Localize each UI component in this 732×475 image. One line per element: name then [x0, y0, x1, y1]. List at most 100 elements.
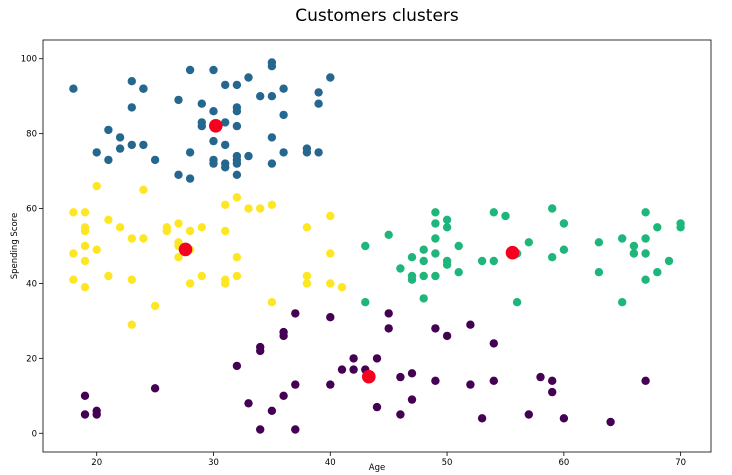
data-point [232, 271, 242, 281]
data-point [174, 95, 183, 105]
x-axis: 20 30 40 50 60 70 [91, 452, 686, 468]
data-point [407, 369, 417, 378]
data-point [302, 223, 312, 232]
y-tick-label: 100 [21, 55, 37, 65]
data-point [442, 223, 452, 232]
data-point [454, 268, 463, 277]
data-point [221, 80, 230, 90]
centroid-point [209, 119, 223, 133]
data-point [127, 77, 136, 86]
data-point [361, 241, 370, 251]
data-point [314, 99, 323, 108]
data-point [548, 376, 557, 385]
x-tick-label: 30 [208, 458, 219, 468]
data-point [326, 211, 335, 221]
data-point [174, 170, 183, 179]
data-point [162, 226, 171, 236]
data-point [419, 294, 428, 303]
centroid-point [178, 242, 193, 257]
data-point [641, 208, 650, 217]
data-point [127, 234, 136, 243]
data-point [326, 279, 335, 288]
data-point [80, 226, 90, 236]
data-point [279, 84, 288, 93]
data-point [454, 241, 463, 251]
data-point [80, 208, 90, 217]
x-tick-label: 20 [91, 458, 102, 468]
data-point [396, 410, 405, 419]
data-point [92, 245, 101, 254]
data-point [442, 215, 452, 224]
data-point [641, 249, 650, 258]
data-point [197, 121, 206, 131]
data-point [279, 391, 288, 400]
data-point [232, 193, 242, 202]
data-point [185, 148, 195, 157]
data-point [431, 219, 440, 228]
data-point [244, 204, 253, 213]
data-point [407, 395, 417, 404]
data-point [302, 279, 312, 288]
data-point [104, 215, 113, 224]
data-point [221, 279, 230, 288]
data-point [641, 275, 650, 284]
data-point [419, 271, 428, 281]
data-point [431, 208, 440, 217]
data-point [384, 324, 393, 333]
data-point [291, 380, 300, 389]
data-point [396, 264, 405, 273]
data-point [209, 107, 218, 116]
data-point [232, 361, 242, 371]
data-point [291, 425, 300, 434]
data-point [267, 298, 277, 307]
data-point [232, 107, 242, 116]
data-point [92, 410, 101, 419]
data-point [407, 275, 417, 284]
data-point [372, 402, 382, 412]
data-point [139, 185, 148, 194]
data-point [115, 223, 125, 232]
data-point [80, 391, 90, 400]
data-point [501, 211, 510, 221]
data-point [489, 208, 498, 217]
data-point [185, 279, 195, 288]
data-point [209, 136, 218, 146]
data-point [92, 148, 101, 157]
data-point [279, 110, 288, 120]
data-point [431, 271, 440, 281]
data-point [384, 230, 393, 239]
data-point [349, 354, 358, 363]
data-point [291, 309, 300, 318]
data-point [489, 376, 498, 385]
data-point [419, 245, 428, 254]
data-point [80, 256, 90, 266]
data-point [477, 414, 487, 423]
data-point [326, 313, 335, 322]
data-point [80, 283, 90, 292]
data-point [384, 309, 393, 318]
data-point [396, 372, 405, 382]
x-tick-label: 40 [325, 458, 336, 468]
data-point [104, 125, 113, 135]
data-point [221, 226, 230, 236]
data-point [150, 155, 160, 165]
data-point [431, 324, 440, 333]
data-point [127, 103, 136, 112]
data-point [256, 92, 265, 101]
data-point [80, 241, 90, 251]
data-point [127, 140, 136, 150]
data-point [326, 249, 335, 258]
data-point [302, 148, 312, 157]
x-tick-label: 70 [675, 458, 686, 468]
data-point [221, 140, 230, 150]
data-point [664, 256, 674, 266]
data-point [209, 159, 218, 168]
data-point [548, 387, 557, 397]
data-point [267, 92, 277, 101]
data-point [548, 253, 557, 262]
data-point [559, 414, 569, 423]
data-point [489, 339, 498, 348]
data-point [653, 223, 662, 232]
data-point [185, 226, 195, 236]
